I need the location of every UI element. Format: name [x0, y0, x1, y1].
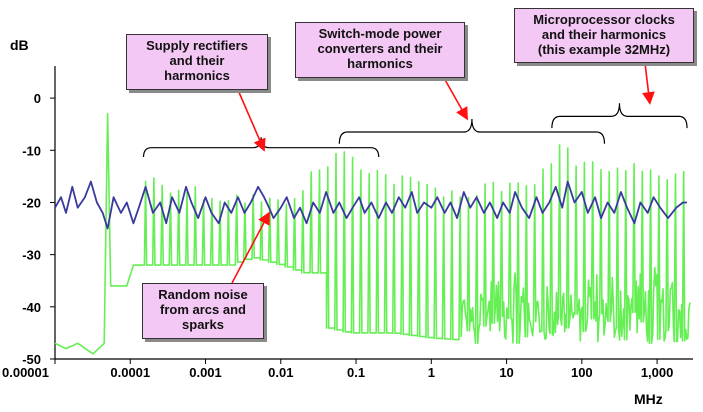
arrow-3 [231, 211, 270, 284]
callout-line: from arcs and [160, 302, 246, 317]
axes: -50 -40 -30 -20 -10 0 0.00001 0.0001 0.001 0.01 0.… [2, 66, 693, 380]
x-tick-label: 1 [428, 365, 435, 380]
y-tick-label: -50 [22, 352, 41, 367]
noise-line [54, 180, 687, 230]
x-tick-label: 100 [571, 365, 593, 380]
callout-microprocessor-clocks: Microprocessor clocks and their harmonic… [514, 8, 694, 63]
callout-line: and their [169, 53, 225, 68]
arrow-2 [642, 62, 655, 105]
callout-line: Random noise [158, 287, 248, 302]
arrow-0 [237, 89, 266, 152]
brace-0 [142, 137, 380, 158]
spectrum-line [54, 112, 691, 355]
x-tick-label: 1,000 [641, 365, 674, 380]
series-spectrum-green [54, 112, 691, 355]
brace-1 [338, 118, 606, 144]
x-tick-label: 0.00001 [2, 365, 49, 380]
arrow-1 [443, 77, 469, 121]
x-tick-label: 0.0001 [110, 365, 150, 380]
annotation-braces [142, 103, 688, 158]
y-tick-label: -40 [22, 300, 41, 315]
x-tick-label: 0.001 [189, 365, 222, 380]
callout-line: Microprocessor clocks [533, 12, 675, 27]
callout-line: and their harmonics [541, 27, 667, 42]
callout-line: sparks [182, 317, 224, 332]
x-axis-label: MHz [634, 391, 663, 407]
callout-line: converters and their [317, 41, 443, 56]
callout-line: harmonics [347, 56, 413, 71]
y-axis-label: dB [10, 37, 29, 53]
x-tick-label: 0.1 [347, 365, 365, 380]
callout-line: Supply rectifiers [146, 38, 248, 53]
y-tick-label: -10 [22, 143, 41, 158]
callout-supply-rectifiers: Supply rectifiers and their harmonics [126, 34, 268, 90]
callout-line: harmonics [164, 68, 230, 83]
annotation-arrows [231, 62, 655, 284]
y-tick-label: -30 [22, 248, 41, 263]
y-tick-label: -20 [22, 195, 41, 210]
callout-random-noise: Random noise from arcs and sparks [142, 283, 264, 339]
callout-line: Switch-mode power [318, 26, 442, 41]
x-tick-label: 10 [499, 365, 513, 380]
callout-switch-mode: Switch-mode power converters and their h… [295, 22, 465, 78]
brace-2 [551, 103, 688, 129]
y-tick-label: 0 [34, 91, 41, 106]
x-tick-label: 0.01 [268, 365, 293, 380]
series-noise-blue [54, 180, 687, 230]
callout-line: (this example 32MHz) [537, 42, 671, 57]
